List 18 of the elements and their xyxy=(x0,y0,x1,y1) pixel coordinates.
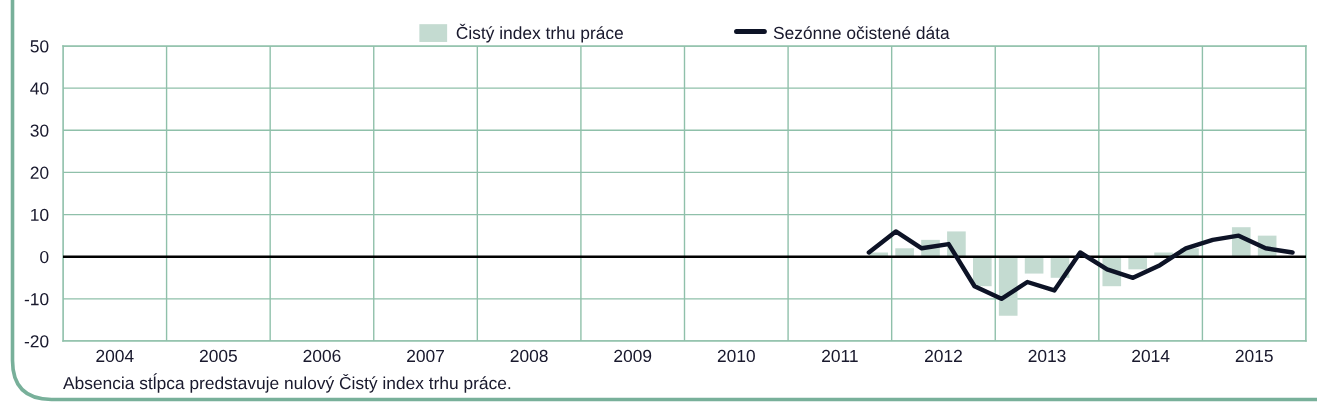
bar xyxy=(972,256,992,287)
text: Absencia stĺpca predstavuje nulový Čistý index trhu práce. xyxy=(63,373,511,393)
legend-label: Sezónne očistené dáta xyxy=(773,26,950,40)
x-tick-label: 2006 xyxy=(303,349,341,363)
x-tick-label: 2009 xyxy=(614,349,652,363)
x-tick-label: 2008 xyxy=(510,349,548,363)
x-tick-label: 2015 xyxy=(1235,349,1273,363)
x-tick-label: 2010 xyxy=(717,349,755,363)
x-tick-label: 2011 xyxy=(822,349,858,363)
x-tick-label: 2007 xyxy=(407,349,444,363)
x-tick-label: 2013 xyxy=(1028,349,1066,363)
x-tick-label: 2005 xyxy=(199,349,237,363)
x-tick-label: 2012 xyxy=(925,349,962,363)
bar xyxy=(1024,256,1044,274)
line-series xyxy=(866,229,1295,302)
x-tick-label: 2014 xyxy=(1132,349,1170,363)
x-tick-label: 2004 xyxy=(96,349,134,363)
legend-label: Čistý index trhu práce xyxy=(456,23,623,43)
